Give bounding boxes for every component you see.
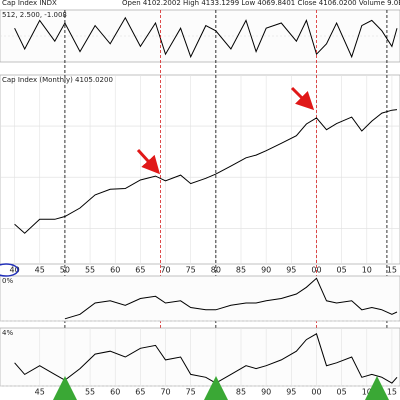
panel-label: 512, 2.500, -1.008 — [2, 11, 67, 19]
chart-title: Cap Index INDX — [2, 0, 57, 7]
x-tick-label: 10 — [362, 266, 372, 275]
panel-label: 0% — [2, 277, 13, 285]
x-tick-label: 90 — [261, 266, 271, 275]
x-tick-label: 05 — [337, 388, 347, 397]
x-tick-label: 60 — [110, 388, 120, 397]
x-tick-label: 45 — [35, 266, 45, 275]
x-tick-label: 70 — [160, 388, 170, 397]
x-tick-label: 65 — [135, 266, 145, 275]
x-tick-label: 70 — [160, 266, 170, 275]
panel-label: Cap Index (Monthly) 4105.0200 — [2, 76, 113, 84]
x-tick-label: 40 — [9, 266, 19, 275]
x-tick-label: 95 — [286, 388, 296, 397]
x-tick-label: 15 — [387, 388, 397, 397]
highlight-ellipse — [0, 263, 19, 277]
red-arrow — [136, 148, 161, 175]
x-tick-label: 45 — [35, 388, 45, 397]
series-line — [14, 16, 398, 59]
series-line — [14, 109, 398, 234]
x-tick-label: 55 — [85, 388, 95, 397]
panel-frame — [0, 275, 400, 322]
x-tick-label: 95 — [286, 266, 296, 275]
x-tick-label: 10 — [362, 388, 372, 397]
x-tick-label: 75 — [186, 388, 196, 397]
x-tick-label: 15 — [387, 266, 397, 275]
x-tick-label: 85 — [236, 388, 246, 397]
annotations — [0, 86, 389, 400]
x-tick-label: 75 — [186, 266, 196, 275]
series-line — [64, 277, 398, 320]
chart-subtitle: Open 4102.2002 High 4133.1299 Low 4069.8… — [122, 0, 400, 7]
x-tick-label: 55 — [85, 266, 95, 275]
red-arrow — [290, 86, 315, 111]
panel-frame — [0, 74, 400, 265]
x-tick-label: 90 — [261, 388, 271, 397]
x-tick-label: 05 — [337, 266, 347, 275]
x-tick-label: 65 — [135, 388, 145, 397]
x-tick-label: 60 — [110, 266, 120, 275]
x-tick-label: 85 — [236, 266, 246, 275]
panel-label: 4% — [2, 329, 13, 337]
x-tick-label: 00 — [311, 388, 321, 397]
